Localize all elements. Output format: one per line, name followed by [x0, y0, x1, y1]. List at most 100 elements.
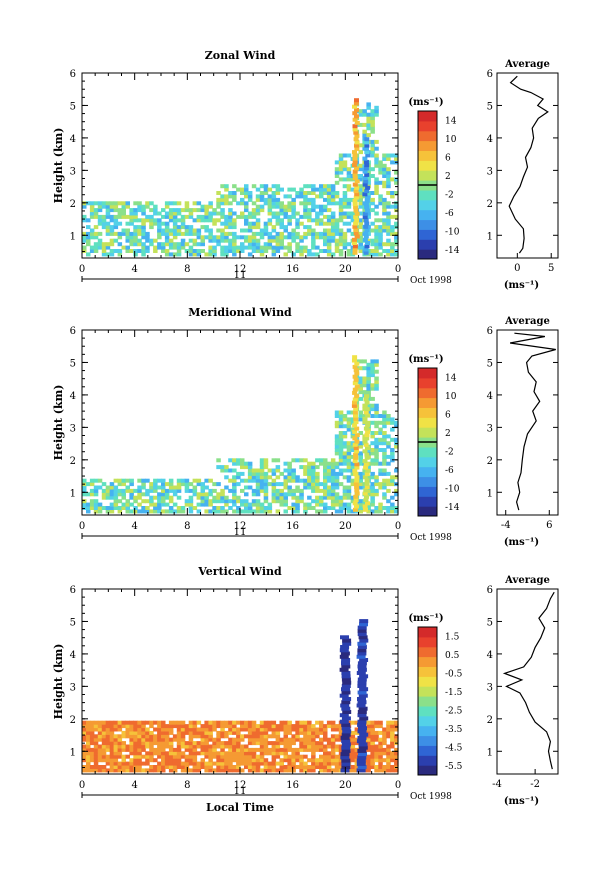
heatmap-cell [374, 488, 379, 493]
heatmap-cell [267, 724, 273, 729]
heatmap-cell [153, 720, 158, 725]
heatmap-cell [220, 201, 225, 206]
heatmap-cell [224, 744, 229, 749]
heatmap-cell [232, 458, 237, 463]
heatmap-cell [263, 249, 269, 253]
heatmap-cell [188, 231, 194, 236]
heatmap-cell [133, 252, 138, 257]
heatmap-cell [315, 252, 320, 257]
heatmap-cell [82, 238, 87, 243]
heatmap-cell [255, 737, 261, 742]
heatmap-cell [271, 194, 277, 199]
heatmap-cell [244, 191, 249, 195]
heatmap-cell [307, 727, 312, 732]
y-tick-label: 4 [70, 650, 76, 661]
heatmap-cell [350, 741, 356, 746]
heatmap-cell [378, 194, 383, 199]
heatmap-cell [184, 201, 190, 206]
heatmap-cell [315, 478, 320, 483]
heatmap-cell [357, 765, 367, 770]
heatmap-cell [208, 499, 213, 504]
heatmap-cell [184, 204, 190, 209]
heatmap-cell [295, 730, 300, 735]
heatmap-cell [295, 221, 300, 226]
heatmap-cell [358, 693, 368, 698]
heatmap-cell [370, 126, 375, 131]
heatmap-cell [357, 664, 367, 669]
heatmap-cell [303, 482, 308, 487]
heatmap-cell [192, 747, 198, 752]
heatmap-cell [342, 434, 348, 439]
heatmap-cell [362, 194, 367, 199]
heatmap-cell [255, 724, 261, 729]
heatmap-cell [251, 201, 257, 206]
heatmap-cell [176, 482, 182, 487]
heatmap-cell [338, 242, 344, 247]
heatmap-cell [386, 184, 391, 189]
heatmap-cell [93, 765, 99, 769]
heatmap-cell [386, 225, 391, 230]
heatmap-cell [374, 407, 379, 412]
colorbar-swatch [418, 199, 437, 211]
heatmap-cell [378, 471, 383, 476]
heatmap-cell [204, 478, 209, 483]
heatmap-cell [161, 502, 166, 507]
heatmap-cell [358, 225, 363, 230]
heatmap-cell [168, 211, 174, 216]
heatmap-cell [358, 485, 363, 490]
heatmap-cell [121, 214, 126, 219]
heatmap-cell [354, 765, 360, 769]
heatmap-cell [188, 744, 194, 749]
heatmap-cell [311, 761, 316, 766]
heatmap-cell [370, 146, 375, 151]
heatmap-cell [196, 765, 202, 769]
heatmap-cell [394, 420, 399, 425]
heatmap-cell [353, 228, 359, 232]
heatmap-cell [129, 744, 134, 749]
heatmap-cell [283, 509, 288, 514]
heatmap-cell [251, 245, 257, 250]
heatmap-cell [263, 727, 269, 732]
heatmap-cell [251, 214, 257, 219]
heatmap-cell [161, 765, 166, 769]
heatmap-cell [352, 501, 358, 506]
heatmap-cell [216, 730, 221, 735]
heatmap-cell [378, 167, 383, 172]
heatmap-cell [303, 208, 308, 213]
heatmap-cell [357, 719, 367, 724]
heatmap-cell [342, 638, 352, 643]
heatmap-cell [180, 225, 186, 230]
heatmap-cell [382, 201, 387, 206]
heatmap-cell [240, 478, 245, 483]
heatmap-cell [125, 734, 130, 739]
heatmap-cell [105, 724, 111, 729]
heatmap-cell [354, 107, 359, 112]
heatmap-cell [145, 754, 150, 759]
heatmap-cell [93, 720, 99, 725]
heatmap-cell [129, 768, 134, 773]
heatmap-cell [121, 747, 126, 752]
heatmap-cell [390, 191, 395, 195]
heatmap-cell [279, 231, 284, 236]
heatmap-cell [378, 427, 383, 432]
heatmap-cell [307, 191, 312, 195]
heatmap-cell [370, 359, 375, 364]
heatmap-cell [394, 727, 399, 732]
heatmap-cell [394, 754, 399, 759]
heatmap-cell [358, 386, 363, 391]
heatmap-cell [291, 734, 296, 739]
heatmap-cell [259, 734, 265, 739]
date-label: Oct 1998 [410, 533, 452, 543]
heatmap-cell [228, 761, 233, 766]
heatmap-cell [342, 454, 348, 459]
heatmap-cell [172, 768, 178, 773]
y-tick-label: 6 [70, 326, 76, 337]
heatmap-cell [251, 761, 257, 766]
heatmap-cell [89, 727, 95, 732]
heatmap-cell [192, 727, 198, 732]
heatmap-cell [358, 506, 363, 510]
heatmap-cell [315, 720, 320, 725]
heatmap-cell [97, 485, 103, 490]
heatmap-cell [164, 730, 170, 735]
heatmap-cell [358, 454, 363, 459]
